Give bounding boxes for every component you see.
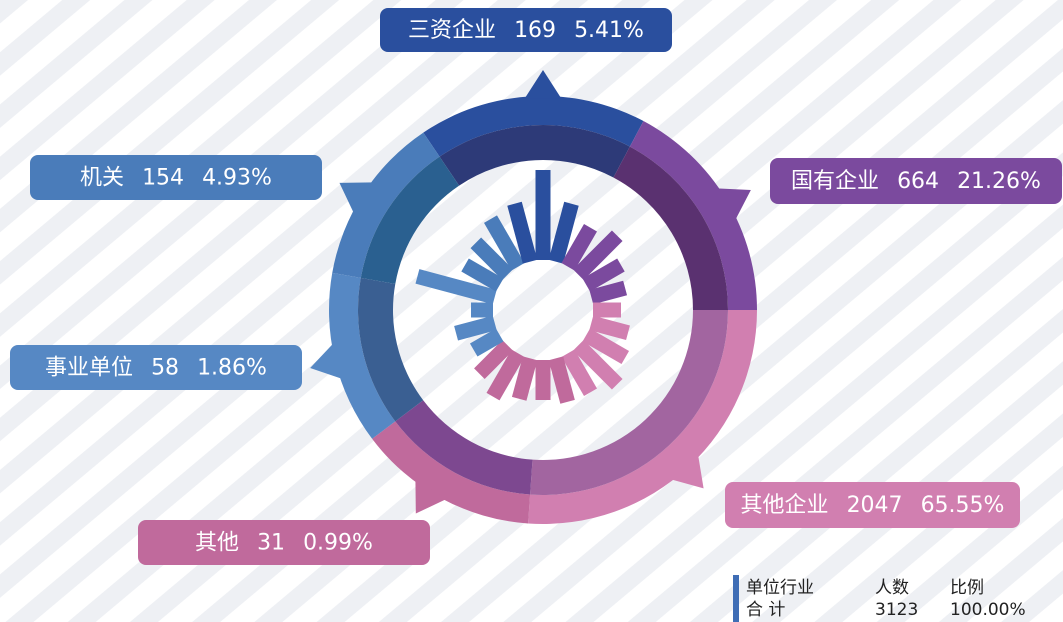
ring-outer [372, 421, 531, 524]
radial-bar [511, 356, 538, 401]
label-text: 其他 31 0.99% [195, 531, 373, 556]
label-name: 国有企业 [791, 169, 879, 194]
radial-bar [484, 215, 525, 271]
radial-bar [454, 315, 497, 341]
radial-bar [573, 340, 623, 390]
label-name: 三资企业 [408, 18, 496, 43]
ring-outer [629, 121, 757, 310]
label-box [30, 155, 322, 200]
radial-bar [589, 280, 628, 305]
label-name: 事业单位 [45, 356, 133, 381]
label-name: 机关 [80, 166, 124, 191]
label-count: 664 [897, 169, 939, 194]
table-cell: 合 计 [746, 600, 785, 620]
pointer [339, 182, 374, 214]
table-cell: 100.00% [950, 600, 1026, 620]
label-percent: 5.41% [574, 18, 644, 43]
ring-inner [530, 310, 728, 495]
label-percent: 0.99% [303, 531, 373, 556]
radial-bar [561, 223, 597, 271]
table-accent [733, 575, 739, 622]
radial-bar [471, 302, 493, 318]
ring-outer [423, 95, 644, 157]
ring-outer [528, 310, 757, 524]
ring-outer [329, 272, 396, 439]
radial-bar [548, 201, 579, 264]
pointer [415, 479, 447, 514]
label-box [10, 345, 302, 390]
radial-bar [535, 360, 551, 400]
label-percent: 4.93% [202, 166, 272, 191]
label-box [380, 8, 672, 52]
label-percent: 21.26% [957, 169, 1041, 194]
radial-bar [470, 237, 513, 280]
radial-bar [561, 349, 597, 397]
ring-inner [395, 400, 533, 495]
table-header: 单位行业 [746, 578, 814, 598]
radial-bar [573, 230, 623, 280]
label-count: 2047 [847, 493, 903, 518]
label-count: 154 [142, 166, 184, 191]
pointer [310, 343, 343, 380]
radial-bar [535, 170, 551, 260]
radial-bar [469, 328, 504, 357]
label-text: 事业单位 58 1.86% [45, 356, 267, 381]
label-text: 三资企业 169 5.41% [408, 18, 644, 43]
pointer [716, 188, 751, 221]
ring-inner [358, 277, 424, 422]
label-percent: 65.55% [921, 493, 1005, 518]
label-box [725, 482, 1020, 528]
ring-inner [439, 124, 630, 186]
summary-table: 单位行业 人数 比例 合 计 3123 100.00% [733, 575, 1026, 622]
label-count: 31 [257, 531, 285, 556]
pointer [670, 454, 704, 489]
pointer [524, 70, 562, 99]
radial-bar [589, 315, 630, 341]
label-box [770, 158, 1062, 204]
label-percent: 1.86% [197, 356, 267, 381]
radial-bar [415, 269, 497, 305]
radial-bar [461, 258, 504, 292]
label-name: 其他企业 [741, 493, 829, 518]
ring-inner [360, 156, 460, 284]
table-cell: 3123 [875, 600, 918, 620]
label-text: 机关 154 4.93% [80, 166, 272, 191]
radial-bar [474, 340, 513, 379]
labels: 三资企业 169 5.41%国有企业 664 21.26%其他企业 2047 65.55%其… [10, 8, 1062, 565]
radial-bar [582, 328, 630, 364]
label-name: 其他 [195, 531, 239, 556]
ring [310, 70, 757, 524]
radial-bar [582, 258, 625, 292]
radial-bar [486, 349, 525, 401]
ring-inner [613, 146, 728, 310]
radial-bar [548, 356, 575, 404]
radial-bar [593, 302, 621, 318]
label-box [138, 520, 430, 565]
label-count: 58 [151, 356, 179, 381]
radial-bar [507, 201, 538, 264]
table-header: 人数 [875, 578, 909, 598]
ring-outer [332, 132, 440, 278]
label-text: 国有企业 664 21.26% [791, 169, 1041, 194]
label-count: 169 [514, 18, 556, 43]
table-header: 比例 [950, 578, 984, 598]
radial-bars [415, 170, 630, 404]
label-text: 其他企业 2047 65.55% [741, 493, 1005, 518]
